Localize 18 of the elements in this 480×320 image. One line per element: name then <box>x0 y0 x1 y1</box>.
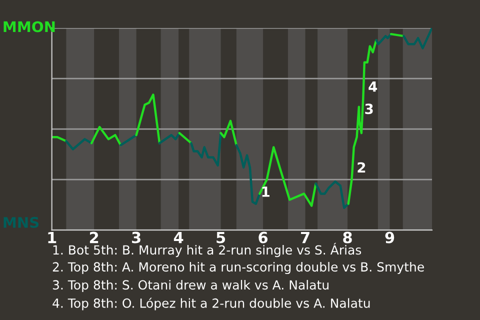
x-tick-label: 7 <box>300 232 310 244</box>
x-tick-label: 9 <box>385 232 394 244</box>
annotation: 1 <box>262 186 270 197</box>
x-tick-label: 3 <box>132 232 140 244</box>
text: 2. Top 8th: A. Moreno hit a run-scoring double vs B. Smythe <box>52 262 424 274</box>
text: MMON <box>4 21 55 32</box>
text: 1. Bot 5th: B. Murray hit a 2-run single vs S. Árias <box>53 242 362 258</box>
x-tick-label: 2 <box>90 232 98 244</box>
x-tick-label: 5 <box>216 232 226 244</box>
x-tick-label: 1 <box>48 232 56 244</box>
annotation: 2 <box>358 162 366 173</box>
text: 3. Top 8th: S. Otani drew a walk vs A. Nalatu <box>52 280 328 292</box>
x-tick-label: 6 <box>258 232 268 244</box>
annotation: 4 <box>368 82 378 92</box>
text: 4. Top 8th: O. López hit a 2-run double vs A. Nalatu <box>52 298 370 310</box>
x-tick-label: 4 <box>174 232 184 244</box>
x-tick-label: 8 <box>343 232 352 244</box>
annotation: 3 <box>365 104 373 114</box>
